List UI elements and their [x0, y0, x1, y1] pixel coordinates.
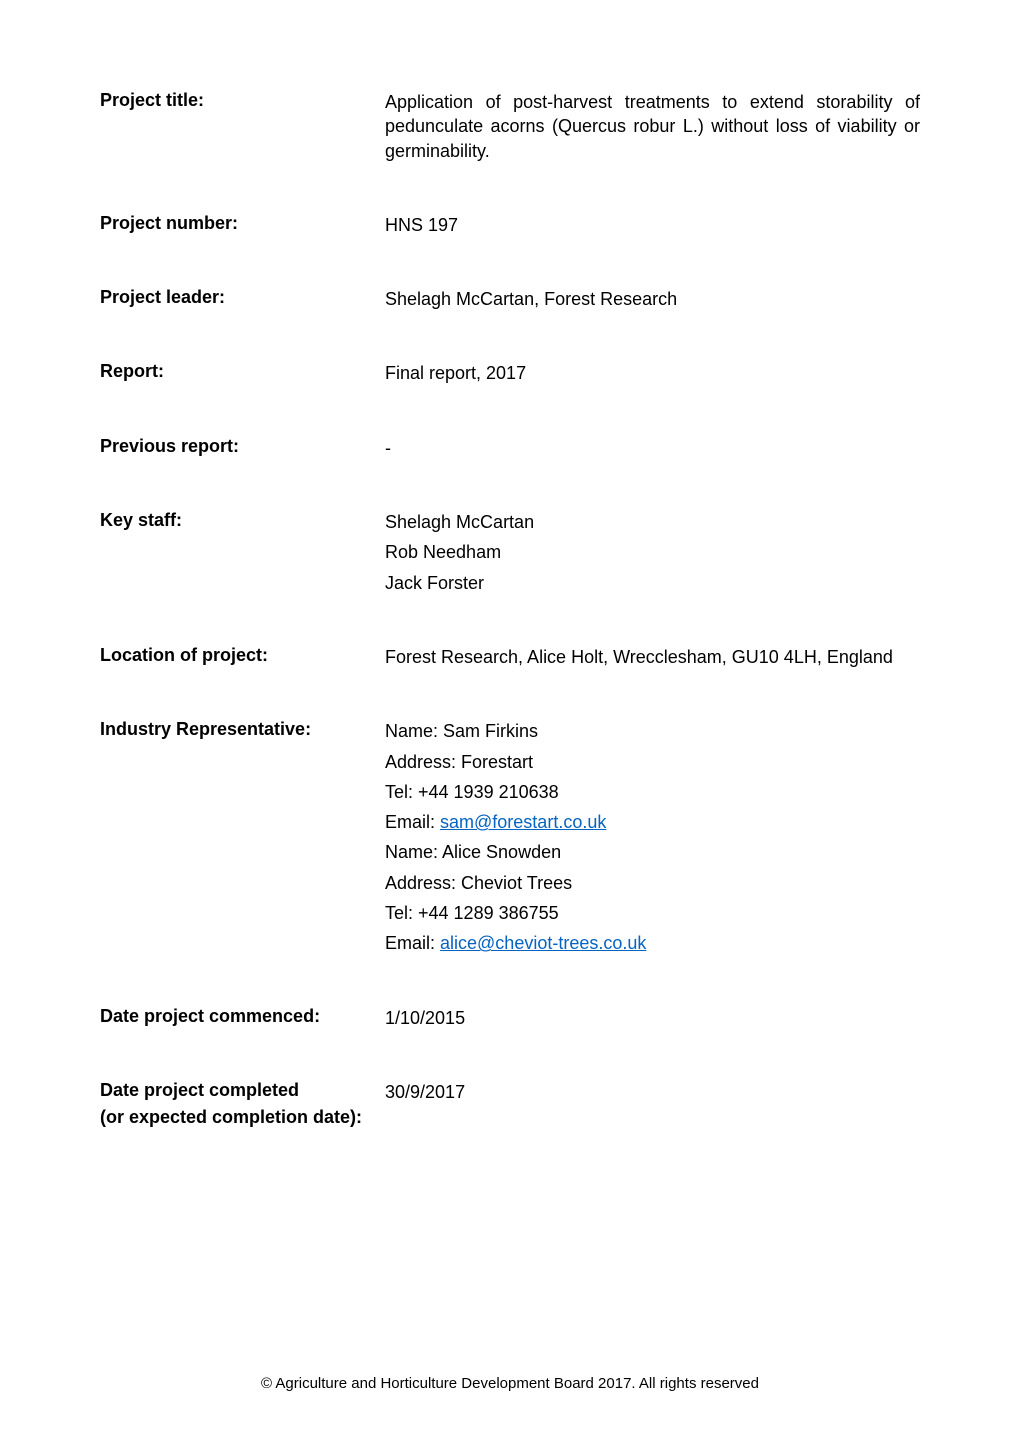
field-label: Location of project:	[100, 645, 385, 666]
field-label: Key staff:	[100, 510, 385, 531]
field-value-line: Rob Needham	[385, 540, 920, 564]
field-label-line2: (or expected completion date):	[100, 1107, 385, 1128]
field-row: Industry Representative:Name: Sam Firkin…	[100, 719, 920, 961]
field-value-line: Shelagh McCartan	[385, 510, 920, 534]
field-value-line: Address: Forestart	[385, 750, 920, 774]
field-value-line: Email: sam@forestart.co.uk	[385, 810, 920, 834]
field-value-line: Address: Cheviot Trees	[385, 871, 920, 895]
field-value-line: Tel: +44 1939 210638	[385, 780, 920, 804]
field-value: Name: Sam Firkins Address: Forestart Tel: …	[385, 719, 920, 961]
field-row: Report:Final report, 2017	[100, 361, 920, 391]
field-value-line: Name: Alice Snowden	[385, 840, 920, 864]
field-value: 30/9/2017	[385, 1080, 920, 1110]
field-value-line: HNS 197	[385, 213, 920, 237]
field-value-line: Final report, 2017	[385, 361, 920, 385]
field-value-line: 30/9/2017	[385, 1080, 920, 1104]
project-metadata-block: Project title:Application of post-harves…	[100, 90, 920, 1128]
field-value: HNS 197	[385, 213, 920, 243]
email-prefix: Email:	[385, 933, 440, 953]
field-value-line: Email: alice@cheviot-trees.co.uk	[385, 931, 920, 955]
field-value: -	[385, 436, 920, 466]
field-label: Industry Representative:	[100, 719, 385, 740]
field-value-line: Shelagh McCartan, Forest Research	[385, 287, 920, 311]
field-label: Date project completed(or expected compl…	[100, 1080, 385, 1128]
field-row: Key staff:Shelagh McCartan Rob Needham Jac…	[100, 510, 920, 601]
field-value: Application of post-harvest treatments t…	[385, 90, 920, 169]
field-label: Project leader:	[100, 287, 385, 308]
field-row: Location of project:Forest Research, Ali…	[100, 645, 920, 675]
field-value: Shelagh McCartan, Forest Research	[385, 287, 920, 317]
field-label: Project number:	[100, 213, 385, 234]
field-value: Final report, 2017	[385, 361, 920, 391]
field-value: Shelagh McCartan Rob Needham Jack Forster	[385, 510, 920, 601]
field-label: Project title:	[100, 90, 385, 111]
field-value-line: 1/10/2015	[385, 1006, 920, 1030]
field-value-line: Jack Forster	[385, 571, 920, 595]
field-label: Date project commenced:	[100, 1006, 385, 1027]
field-value-line: Application of post-harvest treatments t…	[385, 90, 920, 163]
field-row: Previous report:-	[100, 436, 920, 466]
email-prefix: Email:	[385, 812, 440, 832]
field-row: Project number:HNS 197	[100, 213, 920, 243]
email-link[interactable]: alice@cheviot-trees.co.uk	[440, 933, 646, 953]
field-value-line: Name: Sam Firkins	[385, 719, 920, 743]
field-row: Project title:Application of post-harves…	[100, 90, 920, 169]
field-label: Report:	[100, 361, 385, 382]
field-row: Date project completed(or expected compl…	[100, 1080, 920, 1128]
field-value-line: Forest Research, Alice Holt, Wrecclesham…	[385, 645, 920, 669]
field-value: Forest Research, Alice Holt, Wrecclesham…	[385, 645, 920, 675]
field-value-line: -	[385, 436, 920, 460]
field-value: 1/10/2015	[385, 1006, 920, 1036]
copyright-footer: © Agriculture and Horticulture Developme…	[0, 1375, 1020, 1392]
field-value-line: Tel: +44 1289 386755	[385, 901, 920, 925]
email-link[interactable]: sam@forestart.co.uk	[440, 812, 606, 832]
field-label: Previous report:	[100, 436, 385, 457]
field-row: Date project commenced:1/10/2015	[100, 1006, 920, 1036]
field-row: Project leader:Shelagh McCartan, Forest …	[100, 287, 920, 317]
